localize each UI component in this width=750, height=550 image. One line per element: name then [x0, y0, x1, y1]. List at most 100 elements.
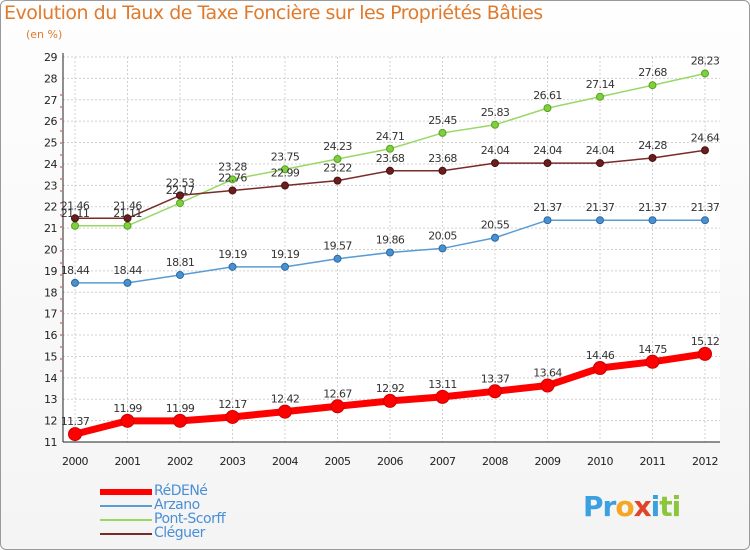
data-point-cleguer: [281, 181, 289, 190]
data-point-redene: [330, 399, 345, 414]
y-tick-label: 13: [44, 393, 57, 406]
data-label-cleguer: 22.76: [218, 171, 247, 184]
logo-letter: ti: [659, 490, 681, 523]
data-point-pont-scorff: [228, 175, 237, 184]
data-point-redene: [593, 360, 607, 375]
data-label-redene: 12.17: [218, 398, 247, 411]
data-point-arzano: [281, 262, 289, 271]
data-label-pont-scorff: 21.11: [113, 207, 142, 220]
data-label-arzano: 20.55: [481, 219, 510, 232]
legend-swatch: [100, 505, 152, 507]
data-point-arzano: [333, 254, 342, 263]
y-tick-label: 11: [44, 436, 57, 449]
x-tick-label: 2003: [220, 455, 246, 468]
data-label-arzano: 21.37: [533, 201, 562, 214]
y-tick-label: 21: [44, 222, 57, 235]
data-label-arzano: 21.37: [691, 201, 720, 214]
data-point-pont-scorff: [543, 104, 552, 113]
data-label-cleguer: 23.68: [376, 152, 405, 165]
x-tick-label: 2009: [535, 455, 561, 468]
data-label-arzano: 21.37: [638, 201, 667, 214]
data-point-arzano: [386, 248, 394, 257]
logo-letter: o: [615, 490, 634, 523]
data-point-pont-scorff: [491, 120, 499, 129]
y-tick-label: 15: [44, 350, 57, 363]
data-label-redene: 11.37: [61, 415, 90, 428]
legend-label: Pont-Scorff: [154, 511, 226, 527]
legend-swatch: [100, 489, 152, 495]
y-tick-label: 29: [44, 51, 57, 64]
data-label-redene: 11.99: [166, 402, 195, 415]
data-point-pont-scorff: [71, 221, 79, 230]
y-tick-label: 20: [44, 244, 57, 257]
data-point-redene: [68, 427, 82, 442]
data-point-arzano: [491, 233, 499, 242]
y-tick-label: 28: [44, 72, 57, 85]
data-label-pont-scorff: 24.23: [323, 140, 352, 153]
data-label-redene: 13.37: [481, 372, 510, 385]
y-tick-label: 14: [44, 372, 57, 385]
legend-label: Arzano: [154, 497, 200, 513]
data-point-cleguer: [176, 191, 184, 200]
data-label-pont-scorff: 27.68: [638, 66, 667, 79]
chart-subtitle: (en %): [26, 28, 63, 41]
chart-title: Evolution du Taux de Taxe Foncière sur l…: [4, 2, 543, 24]
x-tick-label: 2005: [325, 455, 351, 468]
y-tick-label: 23: [44, 179, 57, 192]
data-label-redene: 12.92: [376, 382, 405, 395]
data-label-arzano: 21.37: [586, 201, 615, 214]
legend-swatch: [100, 519, 152, 521]
data-label-redene: 12.42: [271, 393, 300, 406]
x-tick-label: 2000: [62, 455, 88, 468]
data-label-pont-scorff: 24.71: [376, 130, 405, 143]
data-point-pont-scorff: [123, 221, 132, 230]
data-label-cleguer: 24.64: [691, 131, 720, 144]
data-point-redene: [435, 389, 450, 404]
data-label-cleguer: 24.04: [533, 144, 562, 157]
data-label-pont-scorff: 21.11: [61, 207, 90, 220]
data-label-arzano: 18.44: [61, 264, 90, 277]
data-label-redene: 11.99: [113, 402, 142, 415]
data-point-pont-scorff: [333, 155, 342, 164]
data-point-redene: [120, 413, 135, 428]
data-point-redene: [645, 354, 660, 369]
data-point-redene: [540, 378, 555, 393]
data-point-arzano: [596, 216, 604, 225]
data-label-redene: 13.64: [533, 367, 562, 380]
logo-letter: x: [633, 490, 652, 523]
x-tick-label: 2004: [272, 455, 298, 468]
data-label-pont-scorff: 25.45: [428, 114, 457, 127]
data-point-arzano: [228, 262, 237, 271]
x-tick-label: 2006: [377, 455, 403, 468]
y-tick-label: 24: [44, 158, 57, 171]
data-label-cleguer: 22.99: [271, 167, 300, 180]
data-point-pont-scorff: [386, 144, 394, 153]
data-point-pont-scorff: [176, 199, 184, 208]
legend-label: RéDENé: [154, 483, 208, 499]
data-label-cleguer: 24.28: [638, 139, 667, 152]
y-tick-label: 26: [44, 115, 57, 128]
data-label-redene: 14.46: [586, 349, 615, 362]
data-label-arzano: 18.81: [166, 256, 195, 269]
data-point-redene: [488, 384, 502, 399]
data-label-pont-scorff: 27.14: [586, 78, 615, 91]
data-label-cleguer: 24.04: [481, 144, 510, 157]
x-tick-label: 2011: [640, 455, 666, 468]
data-label-cleguer: 22.53: [166, 176, 195, 189]
x-tick-label: 2008: [482, 455, 508, 468]
data-point-pont-scorff: [701, 69, 709, 78]
data-point-pont-scorff: [281, 165, 289, 174]
data-label-arzano: 19.57: [323, 240, 352, 253]
data-point-pont-scorff: [648, 81, 657, 90]
data-point-cleguer: [543, 159, 552, 168]
data-point-cleguer: [386, 166, 394, 175]
data-label-arzano: 18.44: [113, 264, 142, 277]
data-point-arzano: [176, 270, 184, 279]
y-tick-label: 16: [44, 329, 57, 342]
data-label-cleguer: 24.04: [586, 144, 615, 157]
data-label-cleguer: 23.68: [428, 152, 457, 165]
data-point-redene: [278, 404, 292, 419]
data-label-cleguer: 23.22: [323, 162, 352, 175]
data-point-arzano: [71, 278, 79, 287]
